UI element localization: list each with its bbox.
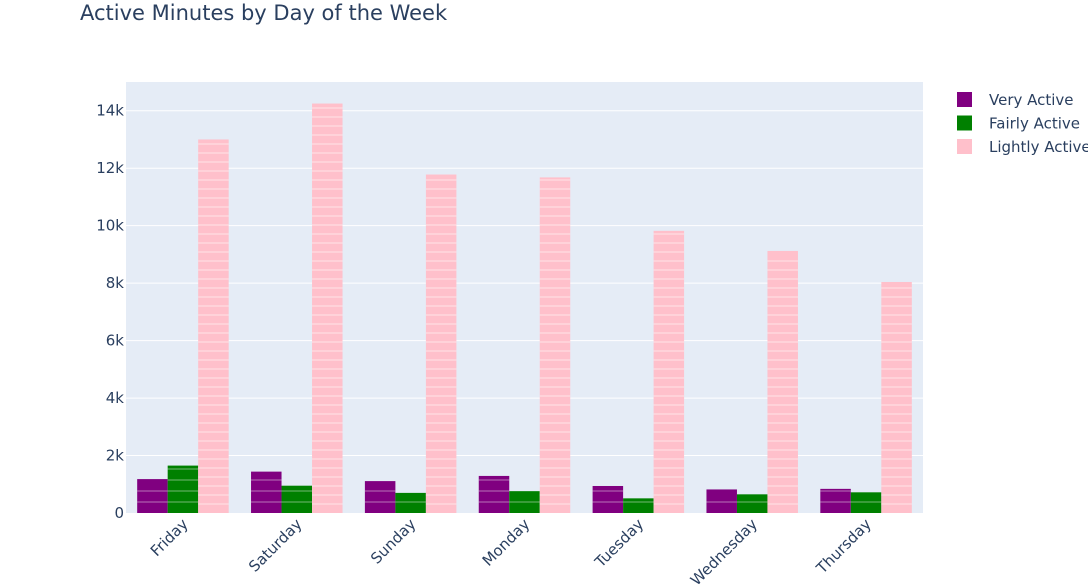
x-tick-label: Monday (479, 515, 534, 570)
y-tick-label: 14k (96, 102, 124, 120)
y-tick-label: 2k (106, 447, 125, 465)
grid-layer (126, 110, 923, 457)
bar-fill (881, 281, 912, 513)
bar[interactable] (312, 103, 343, 514)
bar[interactable] (592, 485, 624, 513)
bar[interactable] (881, 281, 912, 513)
legend[interactable]: Very Active Fairly Active Lightly Active (957, 91, 1088, 156)
legend-item[interactable]: Very Active (957, 91, 1074, 109)
bar-fill (767, 250, 798, 513)
x-tick-label: Thursday (812, 515, 875, 578)
bar-fill (623, 498, 654, 513)
y-tick-label: 10k (96, 217, 124, 235)
bar-fill (509, 491, 540, 513)
bar[interactable] (820, 488, 851, 513)
bar[interactable] (509, 491, 540, 513)
x-tick-label: Sunday (367, 515, 420, 568)
bar-fill (425, 174, 457, 513)
x-tick-label: Friday (147, 515, 192, 560)
bar-fill (364, 481, 396, 513)
bar[interactable] (281, 485, 313, 513)
bar-fill (820, 488, 851, 513)
bar[interactable] (653, 230, 685, 513)
bar-fill (706, 489, 737, 513)
legend-item[interactable]: Fairly Active (957, 115, 1080, 133)
bar-fill (653, 230, 685, 513)
chart-title: Active Minutes by Day of the Week (80, 1, 448, 25)
bar-fill (539, 177, 571, 514)
bar[interactable] (767, 250, 798, 513)
bar[interactable] (198, 139, 229, 513)
bar-fill (395, 492, 426, 513)
y-tick-label: 4k (106, 389, 125, 407)
bar-fill (167, 465, 199, 513)
x-tick-label: Saturday (245, 515, 306, 576)
bar-fill (281, 485, 313, 513)
y-tick-label: 12k (96, 159, 124, 177)
y-tick-label: 6k (106, 332, 125, 350)
bar[interactable] (395, 492, 426, 513)
bar[interactable] (167, 465, 199, 513)
bar[interactable] (850, 492, 882, 513)
bar-fill (251, 471, 282, 513)
x-tick-label: Wednesday (687, 515, 761, 588)
bar[interactable] (623, 498, 654, 513)
bar-fill (478, 475, 510, 513)
bar[interactable] (425, 174, 457, 513)
bar-fill (312, 103, 343, 514)
bar[interactable] (736, 494, 768, 513)
plot-area (126, 82, 923, 513)
legend-swatch (957, 115, 972, 131)
bar[interactable] (539, 177, 571, 514)
legend-label: Fairly Active (989, 115, 1080, 133)
bar[interactable] (137, 479, 168, 513)
bar-fill (736, 494, 768, 513)
bar-fill (850, 492, 882, 513)
y-tick-label: 0 (114, 504, 124, 522)
legend-label: Very Active (989, 91, 1074, 109)
legend-item[interactable]: Lightly Active (957, 138, 1088, 156)
bar-fill (137, 479, 168, 513)
legend-swatch (957, 92, 972, 107)
bar[interactable] (364, 481, 396, 513)
legend-label: Lightly Active (989, 138, 1088, 156)
x-tick-label: Tuesday (591, 515, 648, 572)
x-axis: Friday Saturday Sunday Monday Tuesday Wednesd… (147, 515, 875, 588)
bar-fill (592, 485, 624, 513)
bar[interactable] (706, 489, 737, 513)
bar[interactable] (478, 475, 510, 513)
bars-layer (137, 103, 912, 514)
y-axis: 0 2k 4k 6k 8k 10k 12k 14k (96, 102, 124, 522)
bar[interactable] (251, 471, 282, 513)
y-tick-label: 8k (106, 274, 125, 292)
legend-swatch (957, 139, 972, 154)
bar-fill (198, 139, 229, 513)
